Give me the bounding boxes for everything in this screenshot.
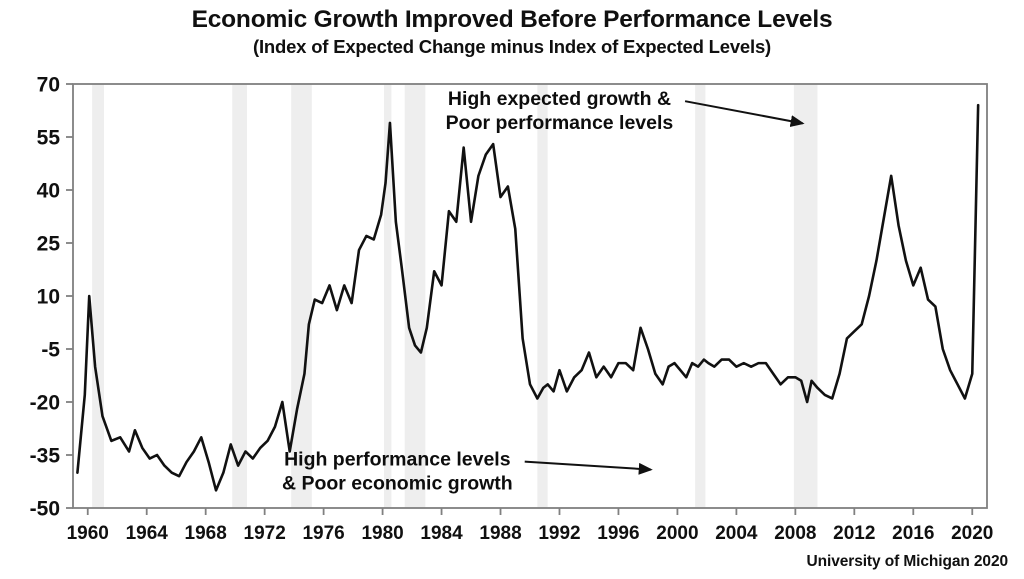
annotation-arrow (684, 100, 805, 128)
y-tick-label: 25 (37, 233, 61, 256)
x-tick-label: 1964 (126, 523, 169, 544)
axes-group (72, 83, 988, 509)
recession-band (793, 84, 818, 508)
x-tick-label: 1988 (479, 523, 521, 544)
y-tick-label: -20 (30, 392, 60, 415)
y-tick-label: 70 (37, 74, 60, 97)
recession-bands-group (92, 84, 818, 508)
recession-band (695, 84, 706, 508)
y-tick-label: 55 (37, 127, 61, 150)
y-tick-label: -5 (41, 339, 60, 362)
annotation-line-1: High expected growth & (448, 88, 671, 110)
title-block: Economic Growth Improved Before Performa… (0, 6, 1024, 58)
x-tick-label: 1960 (67, 523, 109, 544)
recession-band (232, 84, 247, 508)
recession-band (291, 84, 312, 508)
x-tick-label: 1992 (538, 523, 580, 544)
x-tick-label: 1996 (597, 523, 639, 544)
recession-band (537, 84, 548, 508)
series-path (76, 103, 980, 492)
y-tick-label: 10 (37, 286, 60, 309)
annotation-line-2: & Poor economic growth (282, 473, 513, 495)
x-tick-label: 2008 (774, 523, 816, 544)
annotations-group: High expected growth &Poor performance l… (282, 88, 805, 495)
x-tick-label: 2012 (833, 523, 875, 544)
recession-band (92, 84, 104, 508)
page-title: Economic Growth Improved Before Performa… (191, 6, 833, 33)
x-tick-label: 1972 (244, 523, 286, 544)
x-tick-label: 2000 (656, 523, 698, 544)
y-tick-label: 40 (37, 180, 60, 203)
source-attribution: University of Michigan 2020 (806, 553, 1009, 570)
x-tick-label: 2020 (951, 523, 993, 544)
annotation-line-2: Poor performance levels (446, 112, 674, 134)
x-tick-label: 1984 (420, 523, 463, 544)
recession-band (384, 84, 392, 508)
y-axis-ticks: 70 55 40 25 10 -5 -20 -35 -50 (30, 74, 73, 521)
x-tick-label: 2004 (715, 523, 758, 544)
x-tick-label: 1968 (185, 523, 227, 544)
y-tick-label: -50 (30, 498, 60, 521)
x-tick-label: 2016 (892, 523, 934, 544)
x-tick-label: 1976 (302, 523, 344, 544)
plot-frame (72, 83, 988, 509)
chart-subtitle: (Index of Expected Change minus Index of… (252, 36, 772, 58)
x-tick-label: 1980 (361, 523, 403, 544)
annotation-line-1: High performance levels (284, 449, 511, 471)
recession-band (404, 84, 426, 508)
data-series-line (76, 103, 980, 492)
y-tick-label: -35 (30, 445, 61, 468)
annotation-arrow (524, 460, 653, 475)
x-axis-ticks: 1960 1964 1968 1972 1976 1980 1984 1988 1992 1996… (67, 508, 993, 544)
